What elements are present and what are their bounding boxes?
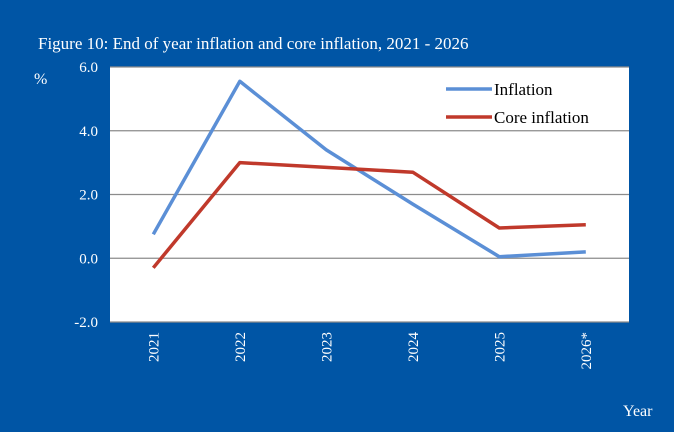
y-tick-labels: 6.0 4.0 2.0 0.0 -2.0 <box>74 60 98 331</box>
x-tick-label: 2021 <box>146 332 162 362</box>
legend-label-core-inflation: Core inflation <box>494 108 589 127</box>
chart-title: Figure 10: End of year inflation and cor… <box>38 34 469 53</box>
core-inflation-line <box>151 160 586 269</box>
legend-label-inflation: Inflation <box>494 80 553 99</box>
x-tick-label: 2024 <box>406 332 422 363</box>
x-axis-title: Year <box>623 403 653 420</box>
x-tick-labels: 2021 2022 2023 2024 2025 2026* <box>146 332 595 370</box>
y-tick-label: 2.0 <box>79 188 98 204</box>
gridlines <box>110 66 629 323</box>
series-lines <box>151 79 586 269</box>
y-tick-label: -2.0 <box>74 315 98 331</box>
x-tick-label: 2022 <box>233 332 249 362</box>
y-axis-unit-label: % <box>34 71 47 88</box>
y-tick-label: 0.0 <box>79 251 98 267</box>
x-tick-label: 2026* <box>579 332 595 370</box>
x-tick-label: 2023 <box>319 332 335 362</box>
legend: Inflation Core inflation <box>446 80 589 127</box>
y-tick-label: 4.0 <box>79 124 98 140</box>
inflation-line <box>151 79 586 259</box>
x-tick-label: 2025 <box>492 332 508 362</box>
y-tick-label: 6.0 <box>79 60 98 76</box>
